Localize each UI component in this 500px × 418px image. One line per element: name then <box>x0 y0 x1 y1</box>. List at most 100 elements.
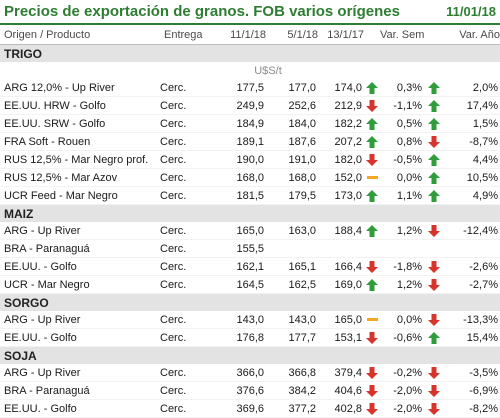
arrow-up-icon <box>366 224 378 237</box>
weekly-trend <box>364 328 380 347</box>
arrow-up-icon <box>428 331 440 344</box>
delivery: Cerc. <box>160 79 218 97</box>
weekly-trend <box>364 257 380 276</box>
product-name: UCR - Mar Negro <box>0 275 160 294</box>
yearly-change: 15,4% <box>444 328 500 347</box>
arrow-up-icon <box>428 117 440 130</box>
arrow-down-icon <box>428 402 440 415</box>
price-week-ago: 191,0 <box>266 150 318 169</box>
price-year-ago: 166,4 <box>318 257 364 276</box>
yearly-trend <box>424 257 444 276</box>
product-name: BRA - Paranaguá <box>0 381 160 400</box>
yearly-trend <box>424 311 444 329</box>
delivery: Cerc. <box>160 381 218 400</box>
price-week-ago: 384,2 <box>266 381 318 400</box>
product-name: ARG 12,0% - Up River <box>0 79 160 97</box>
table-row: UCR - Mar Negro Cerc. 164,5 162,5 169,0 1,2% -… <box>0 275 500 294</box>
table-header-row: Origen / Producto Entrega 11/1/18 5/1/18… <box>0 25 500 45</box>
price-week-ago: 143,0 <box>266 311 318 329</box>
arrow-up-icon <box>366 278 378 291</box>
delivery: Cerc. <box>160 150 218 169</box>
arrow-down-icon <box>366 331 378 344</box>
yearly-change: 10,5% <box>444 168 500 187</box>
table-row: ARG 12,0% - Up River Cerc. 177,5 177,0 174,0… <box>0 79 500 97</box>
delivery: Cerc. <box>160 222 218 240</box>
arrow-down-icon <box>366 366 378 379</box>
price-year-ago: 212,9 <box>318 96 364 115</box>
table-row: RUS 12,5% - Mar Azov Cerc. 168,0 168,0 152,0… <box>0 168 500 187</box>
weekly-trend <box>364 114 380 133</box>
product-name: RUS 12,5% - Mar Negro prof. <box>0 150 160 169</box>
arrow-down-icon <box>366 153 378 166</box>
weekly-trend <box>364 381 380 400</box>
price-current: 190,0 <box>218 150 266 169</box>
delivery: Cerc. <box>160 168 218 187</box>
yearly-change: 1,5% <box>444 114 500 133</box>
price-week-ago: 168,0 <box>266 168 318 187</box>
arrow-up-icon <box>428 189 440 202</box>
yearly-trend <box>424 399 444 418</box>
delivery: Cerc. <box>160 399 218 418</box>
table-row: ARG - Up River Cerc. 143,0 143,0 165,0 0,0% -1… <box>0 311 500 329</box>
arrow-up-icon <box>366 189 378 202</box>
units-label: U$S/t <box>254 64 282 77</box>
arrow-up-icon <box>428 81 440 94</box>
yearly-trend <box>424 150 444 169</box>
delivery: Cerc. <box>160 114 218 133</box>
arrow-down-icon <box>366 384 378 397</box>
price-current: 369,6 <box>218 399 266 418</box>
price-week-ago <box>266 239 318 258</box>
table-row: EE.UU. HRW - Golfo Cerc. 249,9 252,6 212,9 -1… <box>0 96 500 115</box>
yearly-change: -2,7% <box>444 275 500 294</box>
price-current: 176,8 <box>218 328 266 347</box>
yearly-change: 4,9% <box>444 186 500 205</box>
weekly-trend <box>364 150 380 169</box>
arrow-down-icon <box>428 313 440 326</box>
delivery: Cerc. <box>160 132 218 151</box>
yearly-change: -8,7% <box>444 132 500 151</box>
arrow-up-icon <box>428 99 440 112</box>
weekly-trend <box>364 168 380 187</box>
report-date: 11/01/18 <box>446 4 496 19</box>
price-report: Precios de exportación de granos. FOB va… <box>0 3 500 418</box>
product-name: FRA Soft - Rouen <box>0 132 160 151</box>
price-week-ago: 162,5 <box>266 275 318 294</box>
price-year-ago: 174,0 <box>318 79 364 97</box>
product-name: EE.UU. HRW - Golfo <box>0 96 160 115</box>
table-row: BRA - Paranaguá Cerc. 376,6 384,2 404,6 -2,0%… <box>0 381 500 400</box>
price-week-ago: 366,8 <box>266 364 318 382</box>
weekly-change: -1,1% <box>380 96 424 115</box>
yearly-change <box>444 239 500 258</box>
weekly-trend <box>364 239 380 258</box>
weekly-change: -0,2% <box>380 364 424 382</box>
product-name: EE.UU. - Golfo <box>0 257 160 276</box>
col-header-date2: 5/1/18 <box>266 25 318 45</box>
price-year-ago: 169,0 <box>318 275 364 294</box>
price-current: 184,9 <box>218 114 266 133</box>
flat-dash-icon <box>366 314 378 326</box>
weekly-change: -1,8% <box>380 257 424 276</box>
table-row: FRA Soft - Rouen Cerc. 189,1 187,6 207,2 0,8%… <box>0 132 500 151</box>
section-title: MAIZ <box>0 204 500 222</box>
arrow-up-icon <box>366 135 378 148</box>
product-name: UCR Feed - Mar Negro <box>0 186 160 205</box>
delivery: Cerc. <box>160 96 218 115</box>
weekly-trend <box>364 399 380 418</box>
weekly-trend <box>364 364 380 382</box>
col-header-date1: 11/1/18 <box>218 25 266 45</box>
weekly-trend <box>364 96 380 115</box>
yearly-change: 17,4% <box>444 96 500 115</box>
yearly-change: -12,4% <box>444 222 500 240</box>
delivery: Cerc. <box>160 275 218 294</box>
yearly-trend <box>424 114 444 133</box>
product-name: ARG - Up River <box>0 222 160 240</box>
yearly-trend <box>424 168 444 187</box>
price-current: 181,5 <box>218 186 266 205</box>
weekly-change: 1,1% <box>380 186 424 205</box>
delivery: Cerc. <box>160 364 218 382</box>
price-year-ago: 182,0 <box>318 150 364 169</box>
section-title: SORGO <box>0 293 500 311</box>
section-header-row: MAIZ <box>0 204 500 222</box>
weekly-change: -0,5% <box>380 150 424 169</box>
arrow-down-icon <box>428 260 440 273</box>
